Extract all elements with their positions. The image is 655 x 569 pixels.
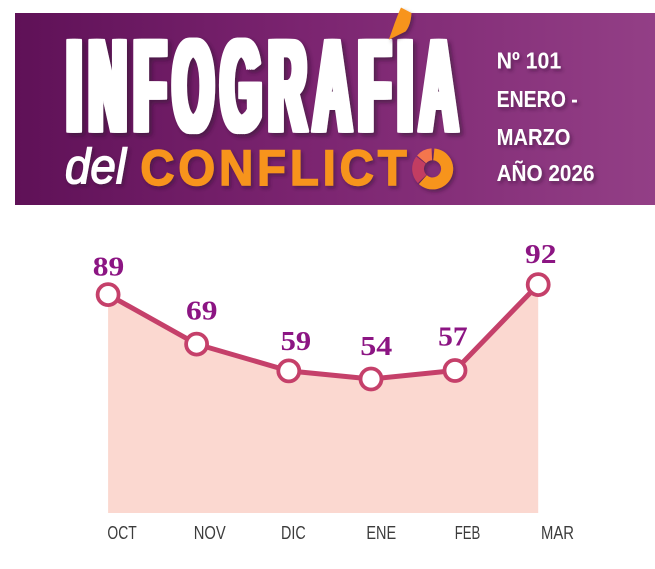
svg-text:FEB: FEB [455,522,481,543]
svg-text:ENERO -: ENERO - [497,86,578,112]
svg-text:DIC: DIC [281,522,306,543]
svg-text:MAR: MAR [541,522,574,543]
svg-text:NOV: NOV [194,522,226,543]
svg-text:69: 69 [186,295,218,326]
svg-text:57: 57 [438,320,468,351]
svg-text:92: 92 [525,238,557,269]
svg-text:54: 54 [360,330,392,361]
svg-text:ENE: ENE [366,522,396,543]
svg-text:CONFLICT: CONFLICT [140,140,410,196]
svg-text:Nº 101: Nº 101 [497,47,562,73]
svg-text:MARZO: MARZO [497,124,571,150]
svg-text:OCT: OCT [107,522,136,543]
svg-text:AÑO 2026: AÑO 2026 [497,159,595,186]
svg-text:59: 59 [281,325,312,356]
svg-text:del: del [65,140,127,194]
svg-text:89: 89 [93,250,125,281]
